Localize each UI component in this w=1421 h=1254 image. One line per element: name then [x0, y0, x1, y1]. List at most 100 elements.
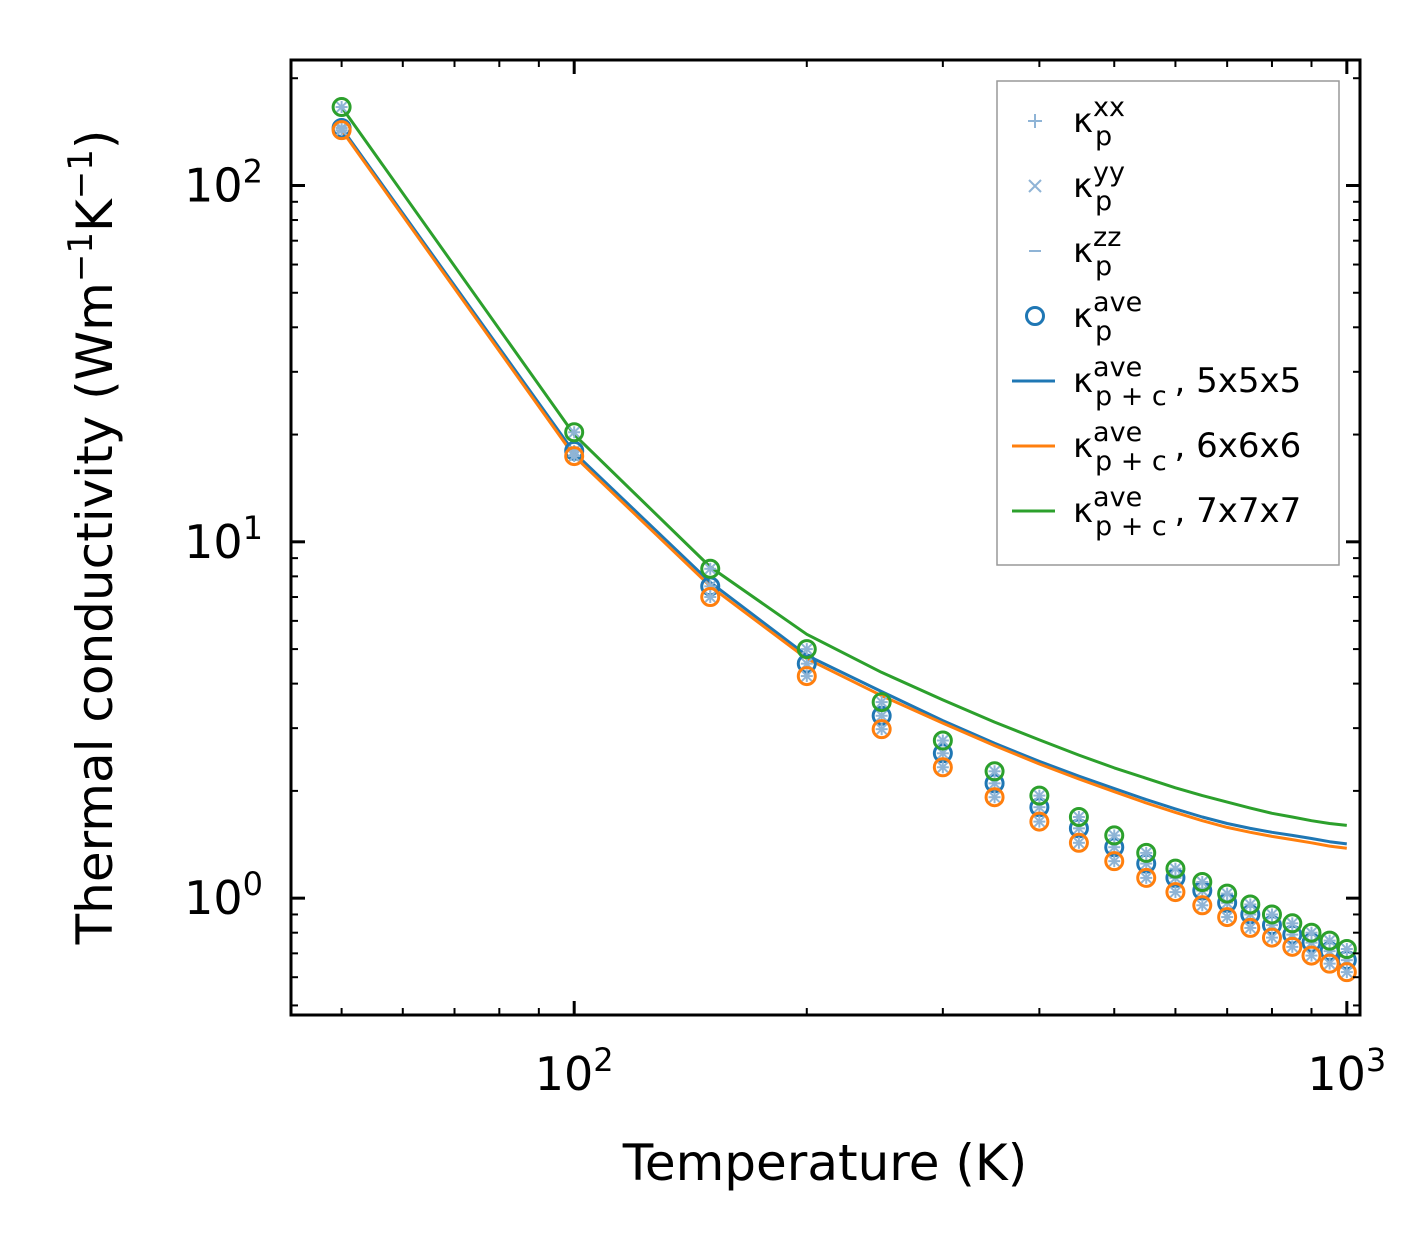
data-point-6x6x6: [1319, 953, 1340, 974]
legend-label-suffix: , 5x5x5: [1175, 361, 1302, 401]
legend-cross-marker: [1028, 179, 1042, 193]
data-point-7x7x7: [871, 692, 892, 713]
data-point-6x6x6: [1336, 962, 1357, 983]
kappa-ave-marker: [1301, 922, 1322, 943]
legend-label-sup: ave: [1093, 482, 1142, 513]
y-tick-label-exp: 2: [243, 152, 263, 190]
series-line-5x5x5: [340, 127, 1347, 846]
kappa-ave-marker: [1301, 945, 1322, 966]
y-tick-label-exp: 0: [243, 865, 263, 903]
legend-label-sup: ave: [1093, 352, 1142, 383]
data-point-6x6x6: [984, 787, 1005, 808]
data-point-6x6x6: [1165, 882, 1186, 903]
kappa-yy-marker: [1169, 862, 1182, 875]
kappa-yy-marker: [937, 747, 949, 760]
legend-label: κyy: [1073, 157, 1125, 206]
kappa-yy-marker: [1073, 837, 1085, 849]
kappa-yy-marker: [1196, 876, 1208, 888]
legend-label: κave: [1073, 352, 1142, 401]
data-point-6x6x6: [1261, 927, 1282, 948]
kappa-yy-marker: [335, 124, 348, 136]
data-point-6x6x6: [564, 446, 585, 467]
kappa-ave-marker: [1336, 962, 1357, 983]
kappa-yy-marker: [875, 723, 888, 735]
legend-label-base: κ: [1073, 101, 1093, 141]
kappa-ave-marker: [1165, 858, 1186, 879]
kappa-ave-marker: [1240, 894, 1261, 915]
plot-frame: [289, 58, 1362, 1017]
x-tick-label: 103: [1307, 1041, 1386, 1101]
kappa-yy-marker: [1221, 887, 1233, 900]
legend-label-suffix: , 7x7x7: [1175, 491, 1302, 531]
kappa-ave-marker: [1068, 806, 1089, 827]
legend-label-sub: p + c: [1095, 511, 1167, 542]
y-tick-label-base: 10: [184, 158, 243, 212]
legend-label-base: κ: [1073, 296, 1093, 336]
series-line-6x6x6: [340, 129, 1347, 850]
kappa-ave-marker: [984, 787, 1005, 808]
kappa-yy-marker: [568, 426, 580, 438]
kappa-ave-marker: [1319, 953, 1340, 974]
kappa-yy-marker: [988, 791, 1001, 803]
kappa-yy-marker: [1286, 917, 1299, 930]
y-axis-label-sup1: −1: [61, 232, 101, 282]
kappa-yy-marker: [1244, 898, 1257, 911]
legend-label: κave: [1073, 417, 1142, 466]
legend-label-base: κ: [1073, 491, 1093, 531]
data-layer: [331, 97, 1357, 983]
data-point-6x6x6: [1301, 945, 1322, 966]
kappa-yy-marker: [1140, 847, 1152, 859]
data-point-7x7x7: [331, 97, 352, 118]
legend-label-base: κ: [1073, 361, 1093, 401]
legend-label-sup: yy: [1093, 157, 1125, 188]
kappa-yy-marker: [1341, 943, 1353, 955]
data-point-6x6x6: [331, 120, 352, 141]
legend-label: κave: [1073, 287, 1142, 336]
data-point-7x7x7: [1192, 872, 1213, 893]
x-tick-label-exp: 3: [1366, 1041, 1386, 1079]
legend-label-sub: p: [1095, 121, 1112, 152]
kappa-ave-marker: [564, 422, 585, 443]
kappa-yy-marker: [875, 710, 888, 722]
legend-label: κzz: [1073, 222, 1121, 271]
data-point-7x7x7: [1282, 913, 1303, 934]
kappa-yy-marker: [1266, 931, 1278, 944]
kappa-ave-marker: [984, 761, 1005, 782]
kappa-yy-marker: [801, 643, 813, 655]
data-point-7x7x7: [1217, 883, 1238, 904]
kappa-yy-marker: [801, 670, 813, 682]
kappa-ave-marker: [932, 730, 953, 751]
data-point-6x6x6: [1217, 907, 1238, 928]
legend-label: κxx: [1073, 92, 1125, 141]
y-axis-label-sup2: −1: [61, 149, 101, 199]
kappa-yy-marker: [1196, 899, 1208, 911]
legend-label-sup: ave: [1093, 287, 1142, 318]
data-point-7x7x7: [1104, 825, 1125, 846]
kappa-yy-marker: [568, 450, 580, 462]
legend-label-suffix: , 6x6x6: [1175, 426, 1302, 466]
kappa-ave-marker: [1136, 842, 1157, 863]
x-tick-label-base: 10: [1307, 1047, 1366, 1101]
data-point-6x6x6: [796, 666, 817, 687]
y-tick-label: 102: [184, 152, 263, 212]
kappa-ave-marker: [1165, 882, 1186, 903]
data-point-7x7x7: [1301, 922, 1322, 943]
kappa-ave-marker: [1029, 811, 1050, 832]
data-point-6x6x6: [1192, 895, 1213, 916]
legend-label-sub: p: [1095, 316, 1112, 347]
legend-box: [996, 80, 1340, 566]
kappa-ave-marker: [564, 446, 585, 467]
kappa-yy-marker: [1305, 926, 1318, 939]
kappa-yy-marker: [1323, 957, 1336, 970]
kappa-ave-marker: [1217, 883, 1238, 904]
kappa-ave-marker: [796, 639, 817, 660]
kappa-yy-marker: [1341, 966, 1353, 978]
kappa-yy-marker: [1169, 886, 1182, 898]
legend-label: κave: [1073, 482, 1142, 531]
y-axis-label-main: Thermal conductivity (Wm: [66, 282, 124, 945]
